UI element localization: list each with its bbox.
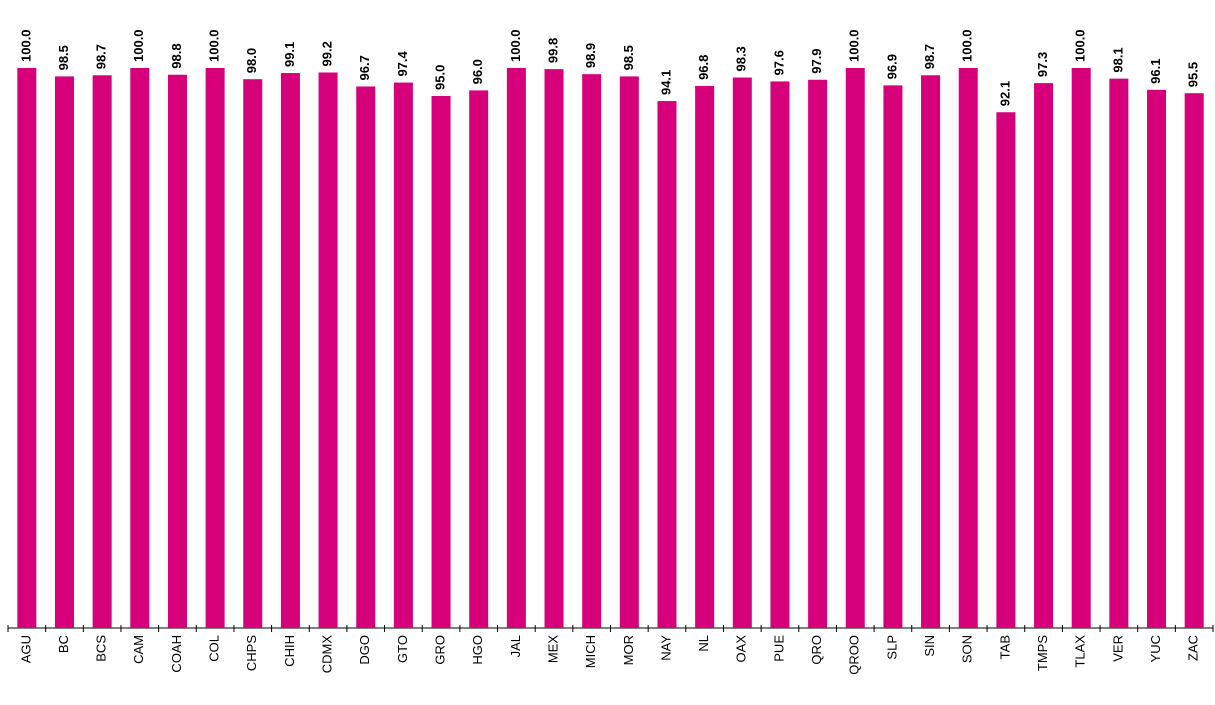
x-tick-label: CDMX — [320, 635, 335, 674]
bar — [1109, 78, 1129, 628]
value-label: 96.0 — [470, 59, 485, 84]
bar — [431, 96, 451, 628]
x-tick-label: VER — [1110, 635, 1125, 662]
x-tick-label: TMPS — [1035, 635, 1050, 671]
x-tick-label: AGU — [18, 635, 33, 663]
x-tick-label: ZAC — [1186, 635, 1201, 661]
x-tick-label: TAB — [997, 635, 1012, 659]
bar — [582, 74, 602, 628]
value-label: 97.6 — [771, 50, 786, 75]
bar — [469, 90, 489, 628]
value-label: 98.9 — [583, 43, 598, 68]
value-label: 99.2 — [320, 41, 335, 66]
value-label: 96.1 — [1148, 59, 1163, 84]
value-label: 96.9 — [884, 54, 899, 79]
bar — [1147, 89, 1167, 629]
x-tick-label: COAH — [169, 635, 184, 673]
bar — [130, 68, 150, 628]
bar — [544, 69, 564, 629]
x-tick-label: MOR — [621, 635, 636, 665]
bar — [1184, 93, 1204, 628]
x-tick-label: SLP — [884, 635, 899, 660]
bar — [506, 68, 526, 628]
bar — [958, 68, 978, 628]
value-label: 100.0 — [18, 29, 33, 62]
bar — [280, 73, 300, 629]
x-tick-label: HGO — [470, 635, 485, 665]
bar — [921, 75, 941, 628]
bar — [1034, 83, 1054, 629]
x-tick-label: NAY — [658, 635, 673, 661]
bar — [996, 112, 1016, 629]
value-label: 100.0 — [960, 29, 975, 62]
x-tick-label: GRO — [432, 635, 447, 665]
value-label: 98.5 — [56, 45, 71, 70]
value-label: 97.4 — [395, 50, 410, 76]
x-tick-label: BC — [56, 635, 71, 653]
value-label: 98.0 — [244, 48, 259, 73]
bar — [318, 72, 338, 629]
value-label: 96.8 — [696, 55, 711, 80]
bar — [167, 74, 187, 629]
value-label: 98.8 — [169, 43, 184, 68]
value-label: 100.0 — [131, 29, 146, 62]
x-tick-label: COL — [207, 635, 222, 662]
bar — [845, 68, 865, 628]
bar — [1071, 68, 1091, 628]
value-label: 99.1 — [282, 42, 297, 67]
value-label: 98.5 — [621, 45, 636, 70]
x-tick-label: JAL — [508, 635, 523, 657]
value-label: 100.0 — [1073, 29, 1088, 62]
bar — [770, 81, 790, 628]
bar — [657, 101, 677, 629]
bar — [732, 77, 752, 628]
value-label: 98.1 — [1110, 47, 1125, 72]
x-tick-label: QRO — [809, 635, 824, 665]
bar — [54, 76, 74, 628]
x-tick-label: CHPS — [244, 635, 259, 671]
value-label: 98.3 — [734, 46, 749, 71]
x-tick-label: MICH — [583, 635, 598, 668]
x-tick-label: OAX — [734, 635, 749, 663]
value-label: 94.1 — [658, 70, 673, 95]
x-tick-label: BCS — [94, 635, 109, 662]
value-label: 98.7 — [922, 44, 937, 69]
x-tick-label: MEX — [545, 635, 560, 664]
value-label: 100.0 — [207, 29, 222, 62]
x-tick-label: CAM — [131, 635, 146, 664]
x-tick-label: QROO — [847, 635, 862, 675]
value-label: 100.0 — [508, 29, 523, 62]
value-label: 98.7 — [94, 44, 109, 69]
x-tick-label: CHIH — [282, 635, 297, 667]
value-label: 97.3 — [1035, 52, 1050, 77]
bar — [393, 82, 413, 628]
x-tick-label: TLAX — [1073, 635, 1088, 668]
x-tick-label: SON — [960, 635, 975, 663]
bar — [695, 85, 715, 629]
value-label: 95.5 — [1186, 62, 1201, 87]
bar — [356, 86, 376, 629]
value-label: 97.9 — [809, 48, 824, 73]
x-tick-label: NL — [696, 635, 711, 652]
value-label: 95.0 — [432, 65, 447, 90]
bar — [883, 85, 903, 629]
bar — [205, 68, 225, 628]
value-label: 100.0 — [847, 29, 862, 62]
x-tick-label: YUC — [1148, 635, 1163, 662]
bar — [808, 79, 828, 628]
value-label: 99.8 — [545, 38, 560, 63]
x-tick-label: PUE — [771, 635, 786, 662]
bar — [17, 68, 37, 628]
x-tick-label: DGO — [357, 635, 372, 665]
value-label: 92.1 — [997, 81, 1012, 106]
x-tick-label: SIN — [922, 635, 937, 657]
bar — [243, 79, 263, 628]
bar — [619, 76, 639, 628]
value-label: 96.7 — [357, 55, 372, 80]
bar — [92, 75, 112, 628]
x-tick-label: GTO — [395, 635, 410, 663]
